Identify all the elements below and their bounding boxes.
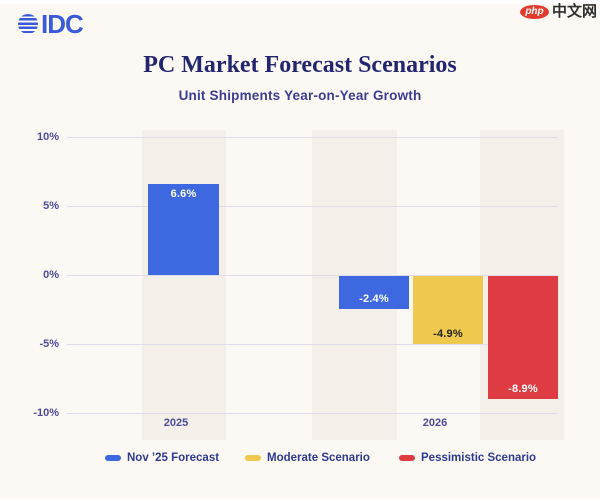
bar: 6.6% bbox=[148, 184, 219, 275]
php-cn-watermark: php 中文网 bbox=[519, 3, 597, 20]
legend-item: Pessimistic Scenario bbox=[399, 452, 536, 464]
gridline bbox=[67, 413, 557, 414]
legend-label: Pessimistic Scenario bbox=[421, 452, 537, 464]
x-category-label: 2026 bbox=[422, 417, 448, 429]
chart-subtitle: Unit Shipments Year-on-Year Growth bbox=[178, 88, 422, 103]
y-axis-tick-label: -5% bbox=[39, 338, 59, 350]
background-stripe bbox=[142, 130, 226, 440]
bar-value-label: -4.9% bbox=[433, 328, 463, 340]
y-axis-tick-label: 5% bbox=[43, 200, 59, 212]
bar: -8.9% bbox=[488, 276, 558, 399]
y-axis-tick-label: 10% bbox=[36, 131, 59, 143]
legend-item: Nov ’25 Forecast bbox=[105, 452, 219, 464]
chart-title: PC Market Forecast Scenarios bbox=[143, 52, 457, 78]
bar-value-label: 6.6% bbox=[170, 188, 197, 200]
x-category-label: 2025 bbox=[163, 417, 189, 429]
gridline bbox=[67, 275, 557, 276]
legend-item: Moderate Scenario bbox=[245, 452, 370, 464]
php-site-name: 中文网 bbox=[551, 3, 597, 20]
y-axis-tick-label: -10% bbox=[33, 407, 59, 419]
legend-swatch-icon bbox=[245, 455, 261, 461]
y-axis-tick-label: 0% bbox=[43, 269, 59, 281]
legend-swatch-icon bbox=[105, 455, 121, 461]
idc-logo-text: IDC bbox=[41, 9, 84, 39]
gridline bbox=[67, 137, 557, 138]
idc-globe-icon bbox=[18, 14, 38, 34]
bar-value-label: -8.9% bbox=[508, 383, 538, 395]
legend-swatch-icon bbox=[399, 455, 415, 461]
php-badge-icon: php bbox=[519, 4, 549, 19]
gridline bbox=[67, 206, 557, 207]
bar: -4.9% bbox=[413, 276, 483, 344]
idc-logo: IDC bbox=[18, 9, 84, 39]
top-edge-strip bbox=[0, 0, 600, 4]
bar: -2.4% bbox=[339, 276, 409, 309]
gridline bbox=[67, 344, 557, 345]
legend-label: Moderate Scenario bbox=[267, 452, 370, 464]
bar-value-label: -2.4% bbox=[359, 293, 389, 305]
legend-label: Nov ’25 Forecast bbox=[127, 452, 220, 464]
bottom-edge-strip bbox=[0, 499, 600, 502]
